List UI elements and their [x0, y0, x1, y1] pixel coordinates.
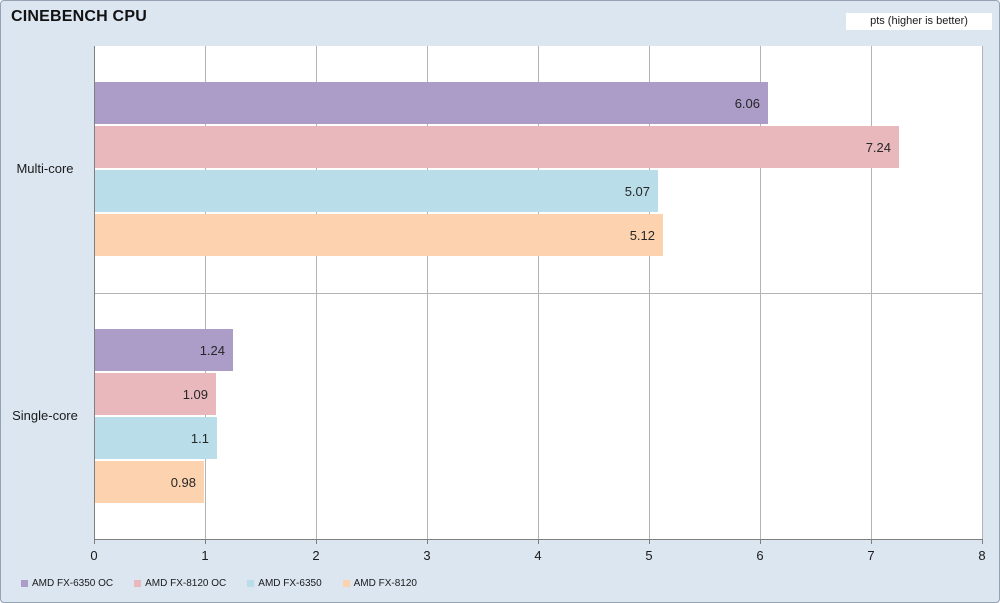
gridline-vertical [871, 46, 872, 539]
bar-multi-core-amd-fx-6350-oc: 6.06 [95, 82, 768, 124]
gridline-vertical [427, 46, 428, 539]
gridline-vertical [316, 46, 317, 539]
legend-label: AMD FX-6350 [258, 578, 322, 589]
x-tick-mark [982, 540, 983, 544]
bar-value-label: 5.07 [624, 183, 650, 199]
x-tick-mark [538, 540, 539, 544]
bar-single-core-amd-fx-6350: 1.1 [95, 417, 217, 459]
y-axis-line [94, 46, 95, 540]
gridline-vertical [649, 46, 650, 539]
bar-value-label: 7.24 [865, 139, 891, 155]
legend-item-amd-fx-8120-oc: AMD FX-8120 OC [134, 578, 226, 589]
x-tick-label: 8 [978, 548, 986, 563]
x-tick-mark [760, 540, 761, 544]
x-axis-line [94, 539, 983, 540]
bar-value-label: 0.98 [170, 474, 196, 490]
plot-area: 6.06 7.24 5.07 5.12 1.24 1.09 1.1 0.98 [94, 46, 983, 539]
x-tick-label: 3 [423, 548, 431, 563]
bar-value-label: 5.12 [629, 227, 655, 243]
legend-item-amd-fx-6350: AMD FX-6350 [247, 578, 322, 589]
category-label-single-core: Single-core [12, 408, 78, 423]
bar-value-label: 1.1 [190, 430, 209, 446]
gridline-category-separator [94, 293, 982, 294]
chart-title: CINEBENCH CPU [11, 8, 147, 25]
x-tick-label: 4 [534, 548, 542, 563]
bar-value-label: 1.24 [199, 342, 225, 358]
x-tick-mark [649, 540, 650, 544]
x-tick-label: 6 [756, 548, 764, 563]
x-tick-mark [316, 540, 317, 544]
bar-multi-core-amd-fx-8120: 5.12 [95, 214, 663, 256]
legend-swatch-icon [21, 580, 28, 587]
x-tick-label: 1 [201, 548, 209, 563]
x-tick-label: 2 [312, 548, 320, 563]
x-tick-label: 0 [90, 548, 98, 563]
gridline-vertical [982, 46, 983, 539]
legend-swatch-icon [134, 580, 142, 587]
legend-item-amd-fx-6350-oc: AMD FX-6350 OC [21, 578, 113, 589]
x-tick-label: 5 [645, 548, 653, 563]
x-tick-mark [871, 540, 872, 544]
x-tick-label: 7 [867, 548, 875, 563]
bar-single-core-amd-fx-6350-oc: 1.24 [95, 329, 233, 371]
bar-multi-core-amd-fx-6350: 5.07 [95, 170, 658, 212]
x-tick-mark [205, 540, 206, 544]
legend-label: AMD FX-8120 [353, 578, 417, 589]
legend: AMD FX-6350 OC AMD FX-8120 OC AMD FX-6350 A… [21, 578, 417, 589]
x-tick-mark [94, 540, 95, 544]
category-label-multi-core: Multi-core [16, 161, 74, 176]
legend-swatch-icon [342, 580, 350, 587]
bar-single-core-amd-fx-8120-oc: 1.09 [95, 373, 216, 415]
gridline-vertical [538, 46, 539, 539]
bar-single-core-amd-fx-8120: 0.98 [95, 461, 204, 503]
legend-item-amd-fx-8120: AMD FX-8120 [342, 578, 417, 589]
x-tick-mark [427, 540, 428, 544]
bar-multi-core-amd-fx-8120-oc: 7.24 [95, 126, 899, 168]
bar-value-label: 6.06 [734, 95, 760, 111]
bar-value-label: 1.09 [182, 386, 208, 402]
units-label: pts (higher is better) [846, 13, 992, 30]
legend-swatch-icon [247, 580, 255, 587]
gridline-vertical [760, 46, 761, 539]
legend-label: AMD FX-8120 OC [145, 578, 227, 589]
legend-label: AMD FX-6350 OC [32, 578, 114, 589]
gridline-vertical [205, 46, 206, 539]
